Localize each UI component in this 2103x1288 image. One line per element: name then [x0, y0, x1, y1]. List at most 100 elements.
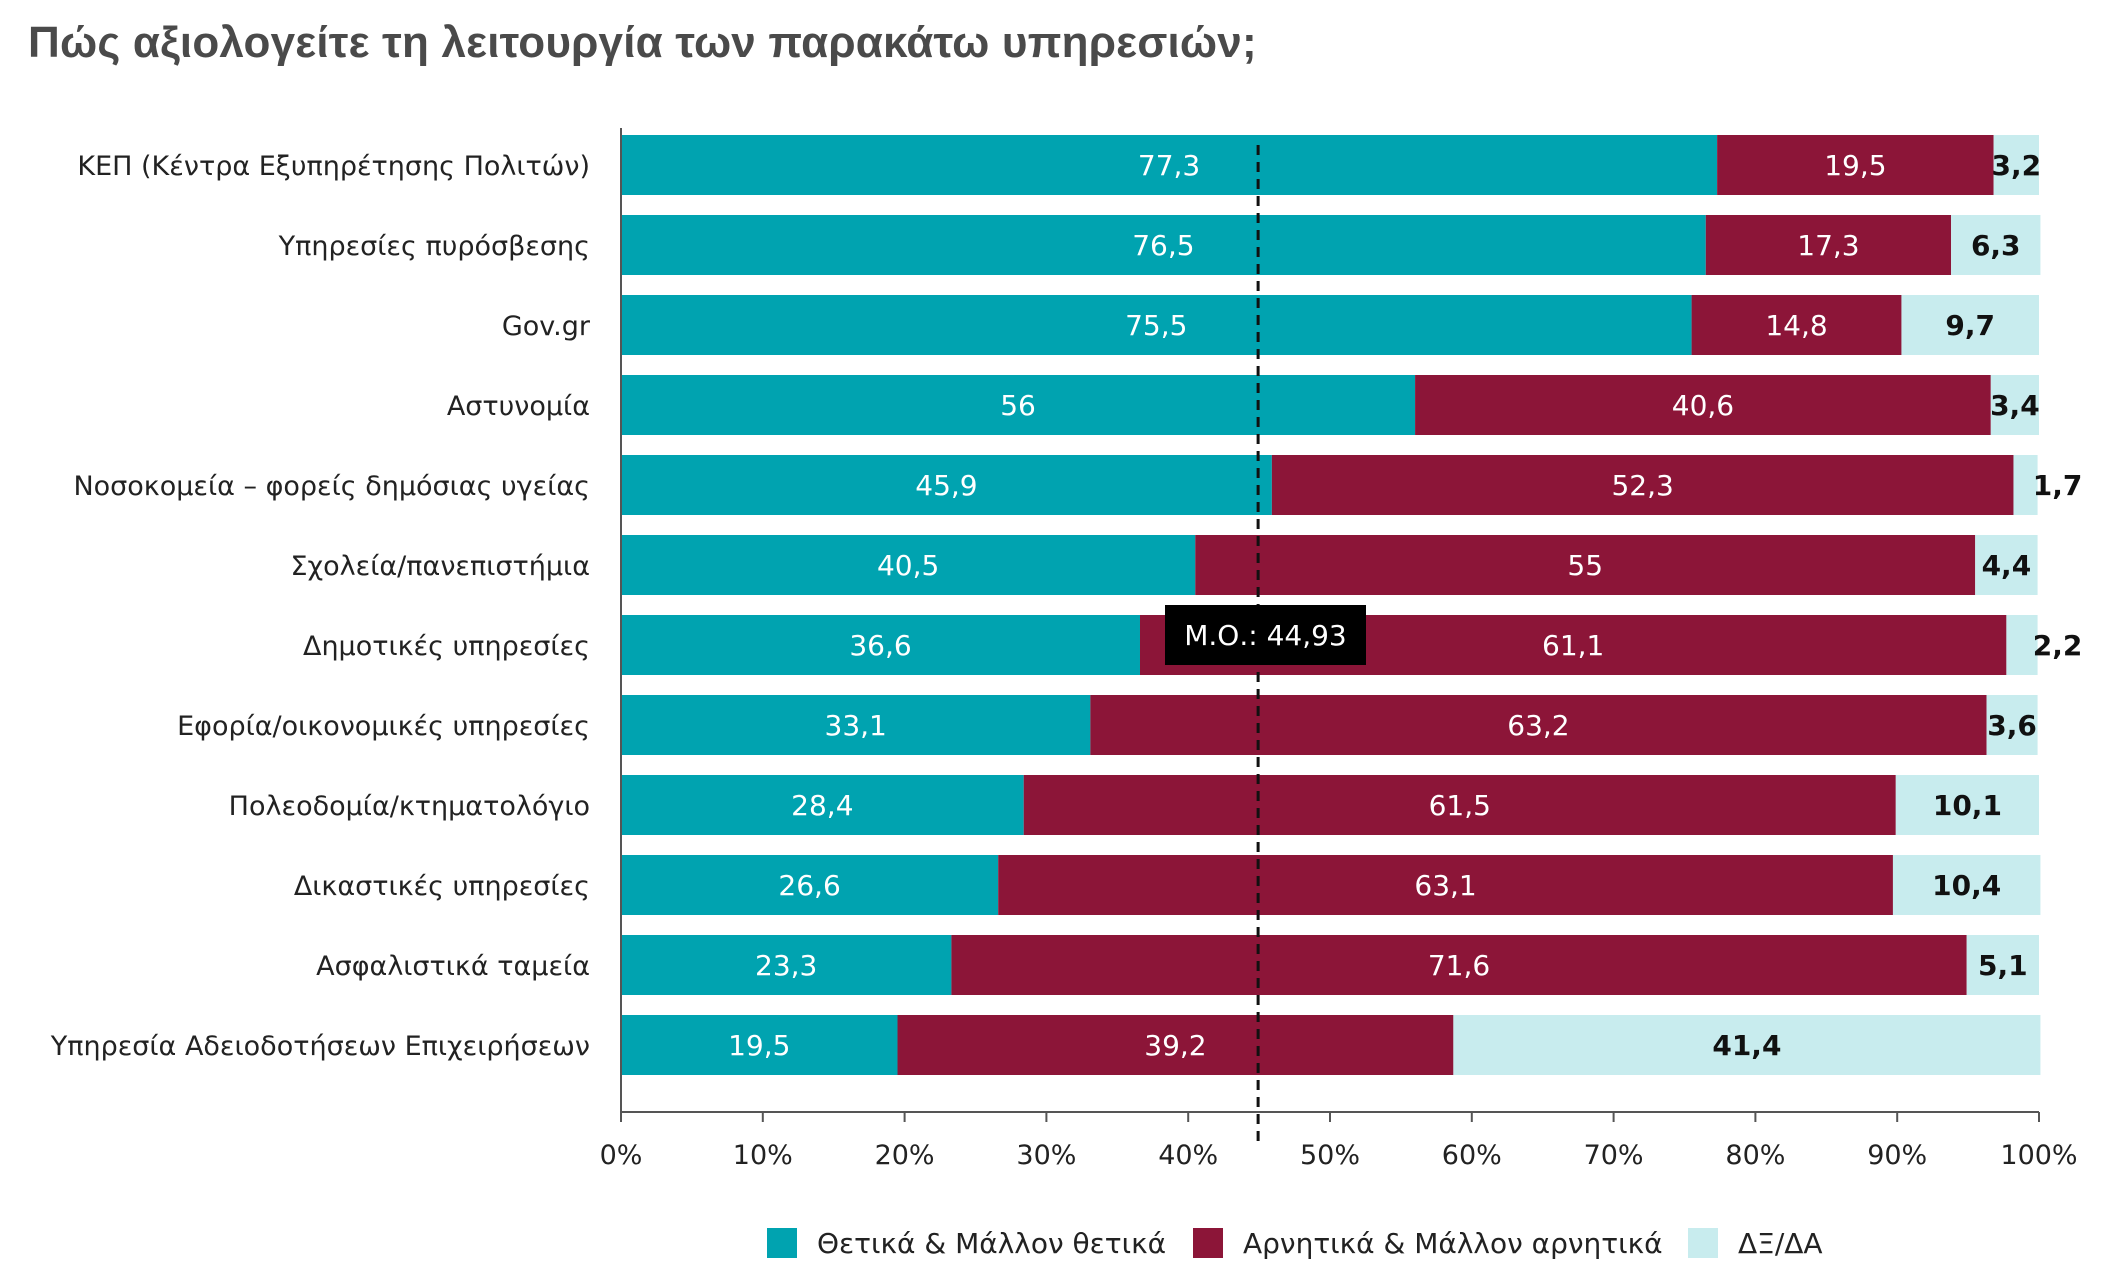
value-label: 52,3: [1611, 469, 1673, 502]
bar-segment-2: [1691, 295, 1902, 355]
value-label: 63,2: [1507, 709, 1569, 742]
bar-segment-1: [621, 935, 952, 995]
bar-segment-1: [621, 215, 1706, 275]
bar-segment-3: [2006, 615, 2038, 675]
bar-segment-1: [621, 1015, 898, 1075]
value-label: 23,3: [755, 949, 817, 982]
category-label: ΚΕΠ (Κέντρα Εξυπηρέτησης Πολιτών): [77, 151, 590, 182]
x-tick-label: 10%: [733, 1140, 793, 1171]
value-label: 14,8: [1765, 309, 1827, 342]
bar-segment-3: [1986, 695, 2038, 755]
value-label: 17,3: [1797, 229, 1859, 262]
legend-swatch-2: [1193, 1228, 1223, 1258]
bar-segment-2: [1195, 535, 1976, 595]
value-label: 61,5: [1429, 789, 1491, 822]
category-label: Ασφαλιστικά ταμεία: [316, 951, 590, 982]
value-label: 6,3: [1971, 229, 2021, 262]
bar-segment-1: [621, 295, 1692, 355]
value-label: 2,2: [2033, 629, 2083, 662]
category-label: Πολεοδομία/κτηματολόγιο: [229, 791, 590, 822]
legend-swatch-3: [1688, 1228, 1718, 1258]
bar-segment-3: [1895, 775, 2039, 835]
x-tick-label: 100%: [2000, 1140, 2077, 1171]
value-label: 75,5: [1125, 309, 1187, 342]
bar-segment-2: [998, 855, 1893, 915]
legend-label-3: ΔΞ/ΔΑ: [1738, 1227, 1823, 1260]
bar-segment-1: [621, 775, 1024, 835]
chart-title: Πώς αξιολογείτε τη λειτουργία των παρακά…: [28, 18, 1257, 67]
x-tick-label: 70%: [1584, 1140, 1644, 1171]
category-label: Νοσοκομεία – φορείς δημόσιας υγείας: [73, 471, 590, 502]
value-label: 61,1: [1542, 629, 1604, 662]
category-label: Gov.gr: [502, 311, 591, 342]
category-label: Δημοτικές υπηρεσίες: [303, 631, 590, 662]
value-label: 10,1: [1933, 789, 2002, 822]
value-label: 10,4: [1932, 869, 2001, 902]
x-tick-label: 30%: [1016, 1140, 1076, 1171]
x-tick-label: 60%: [1442, 1140, 1502, 1171]
bar-segment-3: [1901, 295, 2039, 355]
value-label: 19,5: [1824, 149, 1886, 182]
bar-segment-2: [1717, 135, 1994, 195]
value-label: 63,1: [1414, 869, 1476, 902]
value-label: 56: [1000, 389, 1036, 422]
bar-segment-1: [621, 615, 1140, 675]
value-label: 40,6: [1672, 389, 1734, 422]
bar-segment-3: [1951, 215, 2041, 275]
value-label: 39,2: [1144, 1029, 1206, 1062]
category-labels-group: ΚΕΠ (Κέντρα Εξυπηρέτησης Πολιτών) Υπηρεσί…: [50, 151, 591, 1062]
category-label: Εφορία/οικονομικές υπηρεσίες: [177, 711, 590, 742]
value-label: 45,9: [915, 469, 977, 502]
value-label: 3,4: [1990, 389, 2040, 422]
x-tick-label: 90%: [1867, 1140, 1927, 1171]
bar-segment-3: [1966, 935, 2039, 995]
value-label: 19,5: [728, 1029, 790, 1062]
bar-segment-2: [897, 1015, 1454, 1075]
value-label: 77,3: [1138, 149, 1200, 182]
bar-segment-1: [621, 855, 999, 915]
x-tick-label: 0%: [600, 1140, 643, 1171]
bar-segment-3: [1975, 535, 2038, 595]
bar-segment-2: [1705, 215, 1952, 275]
value-label: 4,4: [1982, 549, 2032, 582]
mean-label-box: [1165, 605, 1366, 665]
value-label: 26,6: [778, 869, 840, 902]
value-label: 36,6: [849, 629, 911, 662]
bar-segment-1: [621, 535, 1196, 595]
legend-label-2: Αρνητικά & Μάλλον αρνητικά: [1243, 1227, 1663, 1260]
value-label: 1,7: [2033, 469, 2083, 502]
bar-segment-1: [621, 455, 1272, 515]
category-label: Υπηρεσία Αδειοδοτήσεων Επιχειρήσεων: [50, 1031, 590, 1062]
bar-segment-3: [2013, 455, 2038, 515]
value-label: 71,6: [1428, 949, 1490, 982]
legend-swatch-1: [767, 1228, 797, 1258]
value-label: 5,1: [1978, 949, 2028, 982]
bar-segment-3: [1892, 855, 2041, 915]
category-label: Υπηρεσίες πυρόσβεσης: [278, 231, 590, 262]
bar-segment-1: [621, 135, 1718, 195]
category-label: Αστυνομία: [447, 391, 590, 422]
x-tick-label: 20%: [875, 1140, 935, 1171]
value-labels-group: 77,3 19,5 3,2 76,5 17,3 6,3 75,5 14,8 9,7 56 40,6 3…: [728, 149, 2082, 1062]
x-tick-label: 80%: [1725, 1140, 1785, 1171]
value-label: 76,5: [1132, 229, 1194, 262]
mean-label: Μ.Ο.: 44,93: [1184, 619, 1347, 652]
value-label: 9,7: [1945, 309, 1995, 342]
x-axis: 0% 10% 20% 30% 40% 50% 60% 70% 80% 90% 100%: [600, 128, 2078, 1171]
category-label: Σχολεία/πανεπιστήμια: [291, 551, 591, 582]
value-label: 40,5: [877, 549, 939, 582]
value-label: 28,4: [791, 789, 853, 822]
bar-segment-2: [951, 935, 1967, 995]
value-label: 41,4: [1712, 1029, 1781, 1062]
x-tick-label: 40%: [1158, 1140, 1218, 1171]
bar-segment-1: [621, 695, 1091, 755]
value-label: 3,2: [1992, 149, 2042, 182]
bar-segment-1: [621, 375, 1416, 435]
bar-segment-3: [1453, 1015, 2041, 1075]
bar-segment-3: [1990, 375, 2039, 435]
value-label: 33,1: [825, 709, 887, 742]
category-label: Δικαστικές υπηρεσίες: [294, 871, 590, 902]
value-label: 3,6: [1987, 709, 2037, 742]
bar-segment-2: [1271, 455, 2014, 515]
